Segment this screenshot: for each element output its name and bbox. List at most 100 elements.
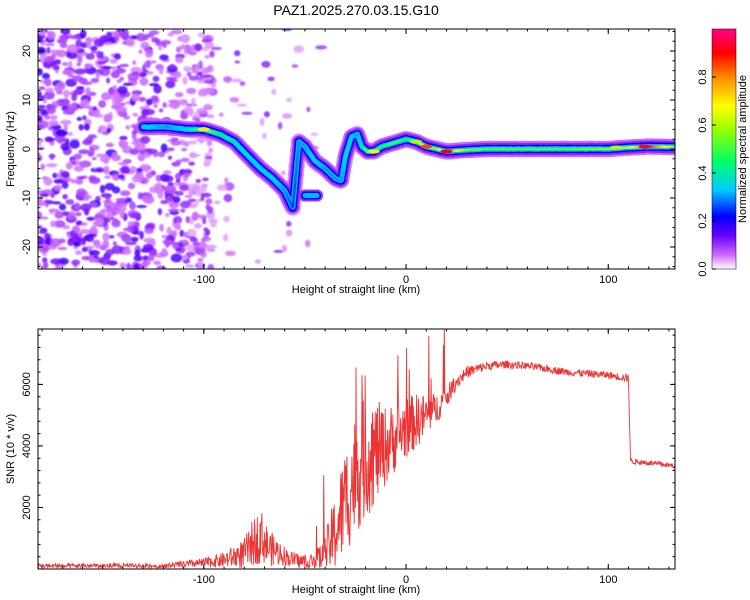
noise-speck: [103, 113, 111, 121]
noise-speck: [146, 98, 153, 106]
noise-speck: [210, 220, 217, 228]
ridge-segment: [294, 164, 298, 176]
colorbar-gradient: [711, 28, 737, 270]
noise-speck: [38, 236, 45, 245]
noise-speck: [85, 234, 95, 243]
noise-speck: [271, 88, 277, 95]
snr-plot: -100 0 100 2000 4000 6000 Height of straight …: [5, 328, 676, 596]
noise-speck: [162, 102, 167, 108]
noise-speck: [225, 250, 236, 256]
noise-speck: [65, 199, 75, 205]
noise-speck: [62, 194, 68, 200]
noise-speck: [170, 29, 183, 35]
spectrogram-data: [38, 29, 675, 269]
colorbar-ticks: 0.0 0.2 0.4 0.6 0.8: [697, 69, 716, 277]
noise-speck: [38, 120, 49, 129]
noise-speck: [38, 110, 42, 116]
noise-speck: [119, 262, 127, 269]
noise-speck: [165, 197, 173, 203]
noise-speck: [120, 190, 131, 197]
noise-speck: [184, 194, 193, 199]
noise-speck: [205, 198, 213, 205]
noise-speck: [108, 235, 115, 239]
noise-speck: [133, 254, 143, 262]
noise-speck: [174, 190, 184, 196]
noise-speck: [194, 43, 203, 52]
noise-speck: [216, 184, 228, 191]
noise-speck: [75, 39, 82, 48]
noise-speck: [54, 220, 66, 228]
noise-speck: [184, 106, 192, 114]
noise-speck: [157, 208, 163, 216]
noise-speck: [112, 173, 121, 181]
noise-speck: [200, 251, 207, 258]
noise-speck: [157, 190, 164, 200]
noise-speck: [81, 237, 86, 246]
noise-speck: [180, 200, 192, 209]
noise-speck: [38, 196, 43, 202]
noise-speck: [99, 67, 111, 77]
noise-speck: [96, 50, 102, 59]
noise-speck: [93, 113, 104, 118]
noise-speck: [202, 88, 214, 94]
noise-speck: [69, 139, 80, 149]
noise-speck: [112, 84, 118, 91]
noise-speck: [63, 89, 70, 98]
noise-speck: [315, 45, 328, 50]
noise-speck: [148, 83, 160, 87]
noise-speck: [144, 227, 154, 235]
noise-speck: [304, 239, 311, 248]
noise-speck: [183, 231, 189, 238]
noise-speck: [73, 153, 82, 160]
ridge-hotspot: [367, 149, 380, 154]
noise-speck: [163, 175, 174, 183]
noise-speck: [42, 72, 50, 80]
noise-speck: [106, 212, 114, 219]
noise-speck: [188, 75, 199, 81]
noise-speck: [73, 165, 85, 172]
noise-speck: [286, 97, 292, 103]
noise-speck: [100, 66, 113, 70]
noise-speck: [186, 228, 197, 237]
colorbar-label: Normalized spectral amplitude: [737, 75, 749, 223]
y-tick-label: 10: [21, 94, 33, 106]
noise-speck: [158, 108, 164, 113]
noise-speck: [47, 107, 56, 115]
noise-speck: [210, 83, 217, 88]
noise-speck: [262, 132, 267, 140]
noise-speck: [101, 208, 109, 213]
noise-speck: [79, 229, 91, 234]
noise-speck: [153, 260, 162, 266]
ridge-segment: [293, 173, 298, 184]
noise-speck: [206, 114, 213, 119]
noise-speck: [90, 50, 97, 54]
noise-speck: [48, 120, 59, 126]
noise-speck: [165, 212, 170, 218]
noise-speck: [102, 232, 110, 242]
noise-speck: [164, 239, 170, 249]
noise-speck: [202, 185, 208, 192]
noise-speck: [130, 236, 139, 242]
noise-speck: [203, 104, 213, 111]
noise-speck: [67, 132, 73, 136]
ridge-hotspot: [440, 149, 453, 154]
noise-speck: [234, 60, 241, 64]
noise-speck: [131, 140, 139, 146]
noise-speck: [123, 115, 131, 120]
x-tick-label: 0: [403, 274, 409, 286]
noise-speck: [70, 178, 78, 184]
noise-speck: [76, 62, 81, 67]
noise-speck: [61, 62, 69, 66]
noise-speck: [38, 46, 46, 55]
noise-speck: [50, 220, 56, 228]
noise-speck: [38, 230, 47, 235]
y-tick-label: 4000: [21, 434, 33, 458]
noise-speck: [133, 263, 140, 269]
snr-ylabel: SNR (10 * v/v): [5, 414, 17, 484]
noise-speck: [120, 165, 130, 174]
noise-speck: [64, 71, 70, 75]
noise-speck: [189, 204, 198, 209]
noise-speck: [57, 246, 68, 251]
noise-speck: [101, 92, 111, 101]
noise-speck: [53, 178, 65, 184]
